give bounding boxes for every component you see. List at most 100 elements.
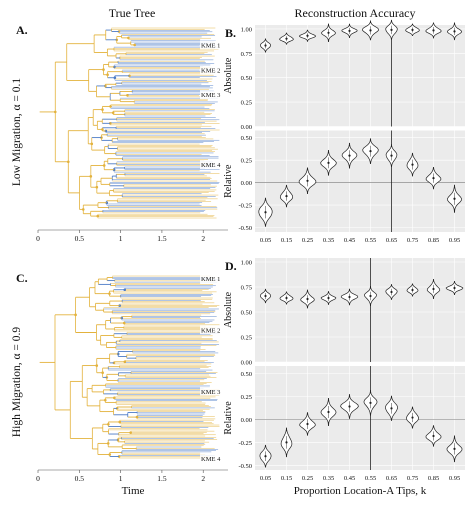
y-tick-label: 1.00: [241, 26, 252, 33]
x-tick-label: 0.85: [428, 475, 439, 482]
y-tick-label: -0.25: [238, 203, 252, 210]
violin-median-point: [264, 294, 267, 298]
x-tick-label: 0.75: [407, 237, 418, 244]
row-label-high-migration: High Migration, α = 0.9: [11, 327, 23, 438]
clade-label-bg: [200, 90, 226, 100]
clade-label: KME 4: [201, 162, 221, 169]
plot-background: [255, 366, 465, 470]
x-tick-label: 0.55: [365, 475, 376, 482]
y-axis-title-relative: Relative: [223, 164, 234, 198]
violin-median-point: [285, 37, 288, 40]
violin-median-point: [264, 455, 267, 458]
violin-median-point: [411, 288, 414, 292]
y-tick-label: 0.00: [241, 360, 252, 367]
clade-label: KME 4: [201, 456, 221, 463]
x-tick-label: 0.95: [449, 237, 460, 244]
violin-median-point: [390, 28, 393, 31]
x-tick-label: 0.75: [407, 475, 418, 482]
clade-label: KME 1: [201, 43, 220, 50]
x-tick-label: 0.55: [365, 237, 376, 244]
x-tick-label: 0.25: [302, 475, 313, 482]
x-tick-label: 0.05: [260, 237, 271, 244]
panel-label-d: D.: [225, 259, 237, 273]
violin-median-point: [390, 290, 393, 294]
x-tick-label: 0.15: [281, 475, 292, 482]
clade-label: KME 1: [201, 276, 220, 283]
y-tick-label: 1.00: [241, 260, 252, 267]
clade-label: KME 3: [201, 389, 220, 396]
x-tick-label: 0.05: [260, 475, 271, 482]
x-tick-label: 0.45: [344, 237, 355, 244]
x-tick-label: 0.85: [428, 237, 439, 244]
violin-median-point: [453, 447, 456, 450]
y-tick-label: 0.50: [241, 75, 252, 82]
violin-median-point: [306, 422, 309, 426]
violin-median-point: [369, 294, 372, 298]
clade-label-bg: [200, 325, 226, 335]
panel-label-c: C.: [16, 271, 28, 285]
x-tick-label: 0.15: [281, 237, 292, 244]
y-axis-title-absolute: Absolute: [223, 57, 234, 94]
y-tick-label: -0.25: [238, 440, 252, 447]
y-tick-label: 0.75: [241, 51, 252, 58]
y-tick-label: 0.25: [241, 335, 252, 342]
tree-x-tick-label: 1: [119, 234, 123, 243]
y-tick-label: 0.25: [241, 394, 252, 401]
x-tick-label: 0.35: [323, 475, 334, 482]
violin-median-point: [432, 177, 435, 180]
y-tick-label: -0.50: [238, 225, 252, 232]
violin-subpanel-absolute: 0.00 0.25 0.50 0.75 1.00 Absolute: [223, 19, 465, 131]
tree-x-tick-label: 0.5: [75, 474, 85, 483]
tree-x-tick-label: 0: [36, 234, 40, 243]
y-axis-title-absolute: Absolute: [223, 291, 234, 328]
y-tick-label: 0.25: [241, 158, 252, 165]
violin-median-point: [264, 44, 267, 47]
clade-label-bg: [200, 386, 226, 396]
violin-median-point: [285, 194, 288, 198]
tree-x-tick-label: 2: [201, 474, 205, 483]
x-tick-label: 0.45: [344, 475, 355, 482]
plot-background: [255, 258, 465, 362]
tree-x-axis-title: Time: [122, 485, 145, 497]
y-tick-label: 0.50: [241, 310, 252, 317]
plot-background: [255, 25, 465, 127]
true-tree-title: True Tree: [109, 6, 156, 20]
x-tick-label: 0.65: [386, 475, 397, 482]
violin-median-point: [327, 161, 330, 164]
violin-median-point: [432, 29, 435, 32]
panel-label-b: B.: [225, 26, 236, 40]
x-tick-label: 0.65: [386, 237, 397, 244]
y-tick-label: 0.00: [241, 124, 252, 131]
violin-subpanel-absolute: 0.00 0.25 0.50 0.75 1.00 Absolute: [223, 258, 465, 367]
violin-median-point: [432, 434, 435, 438]
violin-median-point: [369, 401, 372, 404]
clade-label: KME 2: [201, 67, 220, 74]
violin-median-point: [453, 197, 456, 200]
reconstruction-accuracy-title: Reconstruction Accuracy: [295, 6, 416, 20]
y-tick-label: 0.75: [241, 285, 252, 292]
violin-median-point: [411, 28, 414, 31]
x-axis-title: Proportion Location-A Tips, k: [294, 485, 427, 497]
row-label-low-migration: Low Migration, α = 0.1: [11, 78, 23, 187]
violin-median-point: [285, 441, 288, 444]
x-tick-label: 0.95: [449, 475, 460, 482]
y-tick-label: 0.25: [241, 100, 252, 107]
violin-median-point: [348, 405, 351, 408]
y-tick-label: -0.50: [238, 463, 252, 470]
tree-panel-c: C. KME 1 KME 2 KME 3 KME 4 0 0.5 1 1.5 2 Time: [16, 271, 228, 497]
violin-median-point: [327, 296, 330, 300]
violin-median-point: [327, 31, 330, 34]
violin-median-point: [264, 211, 267, 214]
violin-median-point: [285, 296, 288, 300]
violin-median-point: [348, 29, 351, 32]
clade-label-bg: [200, 40, 226, 50]
violin-median-point: [390, 154, 393, 157]
violin-median-point: [369, 29, 372, 32]
clade-label: KME 3: [201, 92, 220, 99]
y-tick-label: 0.00: [241, 417, 252, 424]
violin-median-point: [348, 295, 351, 299]
violin-median-point: [306, 179, 309, 182]
violin-median-point: [432, 287, 435, 291]
